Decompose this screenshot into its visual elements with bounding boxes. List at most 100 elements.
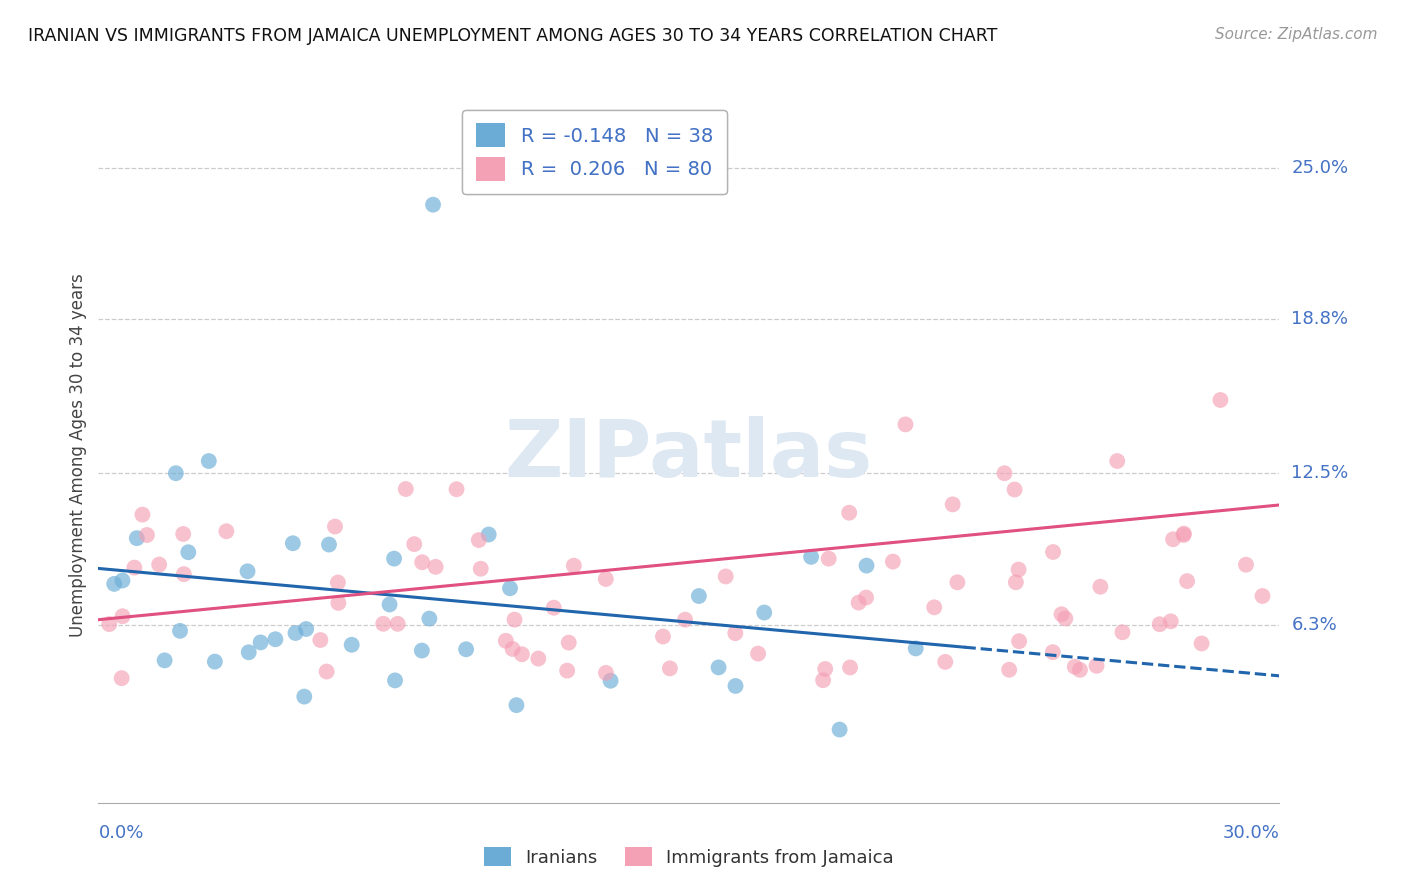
Text: IRANIAN VS IMMIGRANTS FROM JAMAICA UNEMPLOYMENT AMONG AGES 30 TO 34 YEARS CORREL: IRANIAN VS IMMIGRANTS FROM JAMAICA UNEMP… xyxy=(28,27,997,45)
Point xyxy=(688,589,710,603)
Point xyxy=(125,531,148,545)
Point xyxy=(1042,545,1064,559)
Point xyxy=(855,591,877,605)
Point xyxy=(848,596,870,610)
Point xyxy=(839,660,862,674)
Point xyxy=(505,698,527,713)
Point xyxy=(204,655,226,669)
Point xyxy=(1234,558,1257,572)
Point xyxy=(136,528,159,542)
Point xyxy=(1054,611,1077,625)
Point xyxy=(111,671,134,685)
Point xyxy=(724,626,747,640)
Point xyxy=(1004,483,1026,497)
Point xyxy=(946,575,969,590)
Point xyxy=(173,567,195,582)
Point xyxy=(315,665,337,679)
Point xyxy=(404,537,426,551)
Point xyxy=(922,600,945,615)
Point xyxy=(172,527,194,541)
Point xyxy=(894,417,917,432)
Point xyxy=(425,559,447,574)
Point xyxy=(148,558,170,572)
Point xyxy=(284,626,307,640)
Point xyxy=(817,551,839,566)
Point xyxy=(456,642,478,657)
Point xyxy=(1063,659,1085,673)
Point xyxy=(658,661,681,675)
Point xyxy=(387,616,409,631)
Point xyxy=(1173,528,1195,542)
Y-axis label: Unemployment Among Ages 30 to 34 years: Unemployment Among Ages 30 to 34 years xyxy=(69,273,87,637)
Point xyxy=(281,536,304,550)
Text: 6.3%: 6.3% xyxy=(1291,615,1337,633)
Point xyxy=(411,555,433,569)
Text: ZIPatlas: ZIPatlas xyxy=(505,416,873,494)
Point xyxy=(814,662,837,676)
Point xyxy=(882,555,904,569)
Point xyxy=(904,641,927,656)
Point xyxy=(238,645,260,659)
Point xyxy=(124,560,146,574)
Point xyxy=(562,558,585,573)
Point xyxy=(103,577,125,591)
Point xyxy=(1161,533,1184,547)
Point xyxy=(558,635,581,649)
Point xyxy=(384,673,406,688)
Point xyxy=(411,643,433,657)
Legend: R = -0.148   N = 38, R =  0.206   N = 80: R = -0.148 N = 38, R = 0.206 N = 80 xyxy=(463,110,727,194)
Point xyxy=(800,549,823,564)
Point xyxy=(468,533,491,547)
Point xyxy=(1173,526,1195,541)
Point xyxy=(838,506,860,520)
Point xyxy=(165,467,187,481)
Point xyxy=(1209,392,1232,407)
Text: 0.0%: 0.0% xyxy=(98,823,143,842)
Point xyxy=(673,613,696,627)
Point xyxy=(993,467,1015,481)
Point xyxy=(249,635,271,649)
Point xyxy=(215,524,238,539)
Point xyxy=(340,638,363,652)
Point xyxy=(236,564,259,578)
Point xyxy=(111,574,134,588)
Point xyxy=(478,527,501,541)
Point xyxy=(1042,645,1064,659)
Point xyxy=(1191,636,1213,650)
Point xyxy=(1111,625,1133,640)
Text: 25.0%: 25.0% xyxy=(1291,159,1348,178)
Point xyxy=(418,611,440,625)
Point xyxy=(1175,574,1198,588)
Point xyxy=(747,647,769,661)
Point xyxy=(1160,615,1182,629)
Point xyxy=(395,482,418,496)
Point xyxy=(1107,454,1129,468)
Point xyxy=(527,651,550,665)
Point xyxy=(1069,663,1091,677)
Text: Source: ZipAtlas.com: Source: ZipAtlas.com xyxy=(1215,27,1378,42)
Point xyxy=(98,617,121,632)
Legend: Iranians, Immigrants from Jamaica: Iranians, Immigrants from Jamaica xyxy=(477,840,901,874)
Point xyxy=(595,665,617,680)
Point xyxy=(942,497,965,511)
Point xyxy=(1008,634,1031,648)
Point xyxy=(295,622,318,636)
Point xyxy=(328,596,350,610)
Point xyxy=(714,569,737,583)
Point xyxy=(292,690,315,704)
Point xyxy=(599,673,621,688)
Point xyxy=(510,647,533,661)
Point xyxy=(318,537,340,551)
Point xyxy=(503,613,526,627)
Point xyxy=(1005,575,1028,590)
Point xyxy=(264,632,287,647)
Point xyxy=(326,575,349,590)
Point xyxy=(309,633,332,648)
Point xyxy=(707,660,730,674)
Point xyxy=(169,624,191,638)
Point xyxy=(1149,617,1171,632)
Point xyxy=(499,581,522,595)
Text: 30.0%: 30.0% xyxy=(1223,823,1279,842)
Point xyxy=(111,609,134,624)
Point xyxy=(378,598,401,612)
